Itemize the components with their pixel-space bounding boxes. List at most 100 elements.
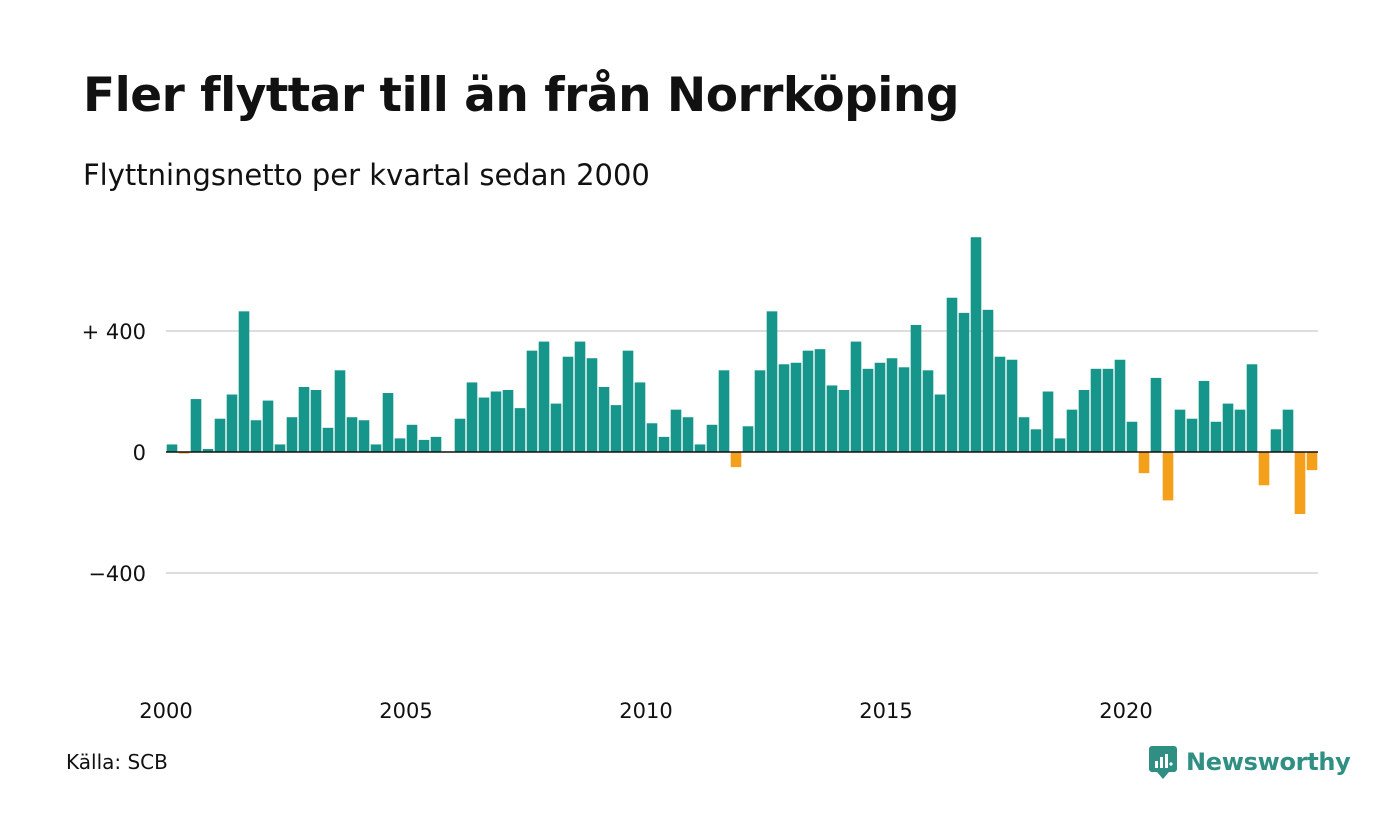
bar [430, 436, 442, 452]
bar [358, 420, 370, 452]
bar [238, 311, 250, 452]
bar [418, 439, 430, 452]
bar [790, 362, 802, 452]
bar [1102, 368, 1114, 452]
bar [226, 394, 238, 452]
bar [694, 444, 706, 452]
bar [1078, 389, 1090, 452]
bar [1174, 409, 1186, 452]
bar [1306, 452, 1318, 471]
bar [166, 444, 178, 452]
bar [382, 393, 394, 452]
bar [1018, 417, 1030, 452]
bar [982, 309, 994, 452]
bar [814, 349, 826, 452]
bar [958, 312, 970, 452]
bar [526, 350, 538, 452]
bar [1246, 364, 1258, 452]
bar [670, 409, 682, 452]
bar [922, 370, 934, 452]
bar [334, 370, 346, 452]
bar [898, 367, 910, 452]
bar [886, 358, 898, 452]
bar [406, 424, 418, 452]
bar [322, 427, 334, 452]
bar [1162, 452, 1174, 501]
bar [1006, 359, 1018, 452]
bar [610, 405, 622, 452]
bar [286, 417, 298, 452]
bar [1282, 409, 1294, 452]
bar [994, 356, 1006, 452]
bar [622, 350, 634, 452]
bar [946, 297, 958, 452]
bar [310, 389, 322, 452]
bar [850, 341, 862, 452]
bar [778, 364, 790, 452]
x-tick-label: 2000 [139, 699, 192, 723]
bar [754, 370, 766, 452]
x-tick-label: 2020 [1099, 699, 1152, 723]
bar [490, 391, 502, 452]
brand-logo: Newsworthy [1148, 744, 1351, 780]
bar [838, 389, 850, 452]
bar [730, 452, 742, 468]
brand-name: Newsworthy [1186, 748, 1351, 776]
bar [394, 438, 406, 452]
axis-layer: + 400 0 −400 2000 2005 2010 2015 2020 [82, 320, 1318, 723]
bar [718, 370, 730, 452]
bar [634, 382, 646, 452]
bar [190, 399, 202, 452]
bars-layer [166, 237, 1318, 515]
bar [298, 386, 310, 452]
newsworthy-logo-icon [1149, 746, 1177, 779]
bar [1222, 403, 1234, 452]
bar [514, 408, 526, 452]
bar [478, 397, 490, 452]
bar [454, 418, 466, 452]
bar [826, 385, 838, 452]
chart-title: Fler flyttar till än från Norrköping [83, 68, 960, 123]
grid-layer [166, 330, 1318, 574]
bar [370, 444, 382, 452]
y-tick-label: 0 [133, 441, 146, 465]
bar [802, 350, 814, 452]
bar [538, 341, 550, 452]
bar [274, 444, 286, 452]
bar [250, 420, 262, 452]
bar [1234, 409, 1246, 452]
bar [346, 417, 358, 452]
bar [658, 436, 670, 452]
bar [742, 426, 754, 452]
bar [910, 324, 922, 452]
bar [214, 418, 226, 452]
bar [1258, 452, 1270, 486]
bar [550, 403, 562, 452]
bar [862, 368, 874, 452]
bar [1090, 368, 1102, 452]
bar [262, 400, 274, 452]
bar [1054, 438, 1066, 452]
bar [1030, 429, 1042, 452]
bar [1294, 452, 1306, 515]
y-tick-label: + 400 [82, 320, 146, 344]
bar [1270, 429, 1282, 452]
bar [1150, 377, 1162, 452]
bar [970, 237, 982, 452]
bar [934, 394, 946, 452]
bar [598, 386, 610, 452]
bar [1198, 380, 1210, 452]
bar [874, 362, 886, 452]
chart-subtitle: Flyttningsnetto per kvartal sedan 2000 [83, 158, 650, 192]
bar [1186, 418, 1198, 452]
bar [562, 356, 574, 452]
bar [1126, 421, 1138, 452]
bar [202, 448, 214, 452]
y-tick-label: −400 [88, 562, 146, 586]
bar [1066, 409, 1078, 452]
bar [682, 417, 694, 452]
bar [1138, 452, 1150, 474]
bar [706, 424, 718, 452]
x-tick-label: 2005 [379, 699, 432, 723]
